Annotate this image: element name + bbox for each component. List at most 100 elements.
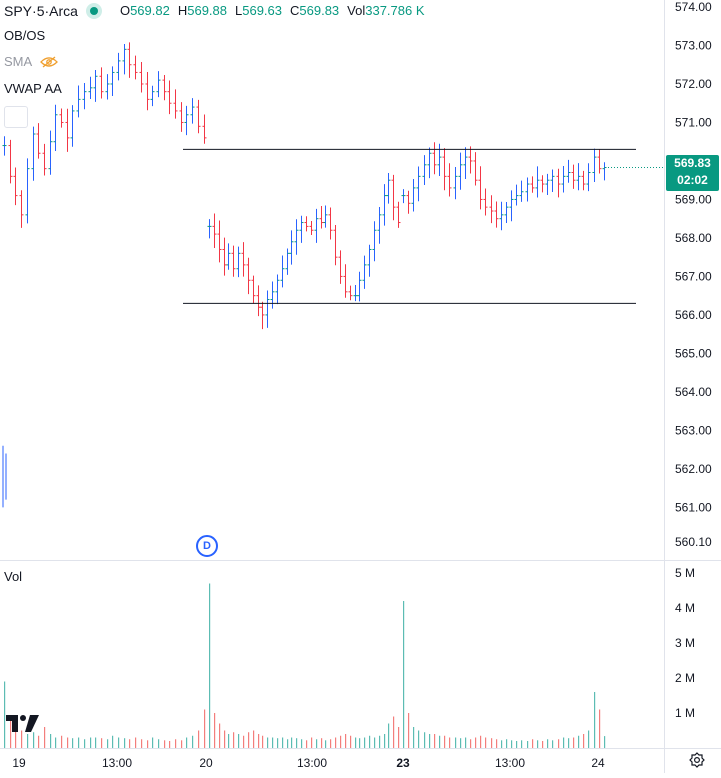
volume-bar — [588, 730, 590, 748]
price-bar — [406, 190, 411, 214]
volume-bar — [287, 739, 289, 748]
price-tick-label: 562.00 — [675, 462, 712, 476]
volume-bar — [169, 741, 171, 748]
price-bar — [256, 285, 261, 317]
price-bar — [196, 99, 201, 134]
time-tick-label: 13:00 — [102, 756, 132, 770]
volume-pane-label[interactable]: Vol — [4, 569, 23, 584]
price-bar — [314, 208, 319, 243]
last-price-tag: 569.83 02:02 — [666, 155, 719, 191]
settings-gear-icon[interactable] — [689, 752, 705, 768]
symbol-legend: SPY · 5 · Arca O 569.82 H 569.88 L 569.63 C… — [4, 2, 425, 20]
price-bar — [110, 66, 115, 97]
volume-bar — [418, 730, 420, 748]
price-bar — [525, 177, 530, 202]
collapse-indicators-button[interactable] — [4, 106, 28, 128]
indicator-sma[interactable]: SMA — [4, 54, 59, 69]
price-bar — [483, 188, 488, 216]
price-bar — [76, 85, 81, 118]
price-bar — [519, 180, 524, 202]
volume-bar — [485, 737, 487, 748]
price-bar — [535, 166, 540, 198]
price-bar — [437, 143, 442, 176]
volume-bar — [238, 734, 240, 748]
volume-bar — [604, 736, 606, 748]
volume-bar — [181, 740, 183, 748]
price-bar — [59, 108, 64, 128]
price-bar — [260, 301, 265, 330]
volume-bar — [429, 734, 431, 748]
price-tick-label: 566.00 — [675, 308, 712, 322]
dividend-marker[interactable]: D — [196, 535, 218, 557]
volume-bar — [537, 740, 539, 748]
volume-bar — [164, 740, 166, 748]
volume-bar — [583, 734, 585, 748]
volume-bar — [379, 735, 381, 748]
volume-bar — [501, 740, 503, 748]
indicator-sma-label: SMA — [4, 54, 33, 69]
volume-bar — [124, 738, 126, 748]
legend-high-value: 569.88 — [187, 3, 227, 18]
price-bar — [65, 108, 70, 152]
price-bar — [367, 244, 372, 277]
tradingview-logo-icon[interactable] — [6, 713, 40, 733]
price-bar — [280, 255, 285, 288]
legend-high-label: H — [177, 3, 188, 18]
legend-low-value: 569.63 — [242, 3, 282, 18]
volume-bar — [434, 734, 436, 748]
price-bar — [468, 146, 473, 174]
time-tick-label: 20 — [199, 756, 213, 770]
price-bar — [401, 189, 406, 204]
price-bar — [504, 202, 509, 224]
volume-bar — [527, 741, 529, 748]
price-bar — [357, 271, 362, 302]
volume-bar — [340, 735, 342, 748]
volume-bar — [470, 739, 472, 748]
volume-bar — [532, 739, 534, 748]
price-bar — [122, 43, 127, 75]
volume-bar — [316, 739, 318, 748]
price-bar — [411, 179, 416, 212]
price-bar — [127, 42, 132, 78]
price-bar — [93, 70, 98, 102]
volume-tick-label: 4 M — [675, 601, 695, 615]
price-tick-label: 568.00 — [675, 231, 712, 245]
volume-bar — [243, 735, 245, 748]
price-bar — [333, 225, 338, 266]
volume-bar — [296, 738, 298, 748]
time-tick-label: 24 — [591, 756, 605, 770]
legend-separator-2: · — [44, 3, 50, 19]
eye-off-icon[interactable] — [40, 56, 59, 68]
legend-symbol[interactable]: SPY — [4, 3, 33, 19]
price-bar — [241, 242, 246, 277]
volume-bar — [330, 739, 332, 748]
price-bar — [289, 230, 294, 265]
volume-bar — [355, 737, 357, 748]
indicator-vwap[interactable]: VWAP AA — [4, 81, 62, 96]
price-bar — [275, 274, 280, 305]
volume-bar — [4, 681, 6, 748]
volume-bar — [291, 737, 293, 748]
price-bar — [576, 163, 581, 191]
legend-interval[interactable]: 5 — [36, 3, 45, 19]
price-bar — [581, 170, 586, 191]
volume-bar — [50, 734, 52, 748]
price-bar — [514, 184, 519, 206]
volume-bar — [568, 738, 570, 748]
volume-bar — [449, 737, 451, 748]
volume-bar — [444, 735, 446, 748]
price-bar — [442, 148, 447, 191]
volume-bar — [248, 732, 250, 748]
price-bar — [99, 67, 104, 99]
market-status-icon[interactable] — [85, 3, 102, 19]
volume-bar — [439, 735, 441, 748]
volume-bar — [61, 735, 63, 748]
price-bar — [222, 237, 227, 276]
volume-bar — [33, 732, 35, 748]
price-bar — [561, 165, 566, 193]
indicator-obos[interactable]: OB/OS — [4, 28, 46, 43]
volume-bar — [345, 734, 347, 748]
volume-bar — [578, 735, 580, 748]
